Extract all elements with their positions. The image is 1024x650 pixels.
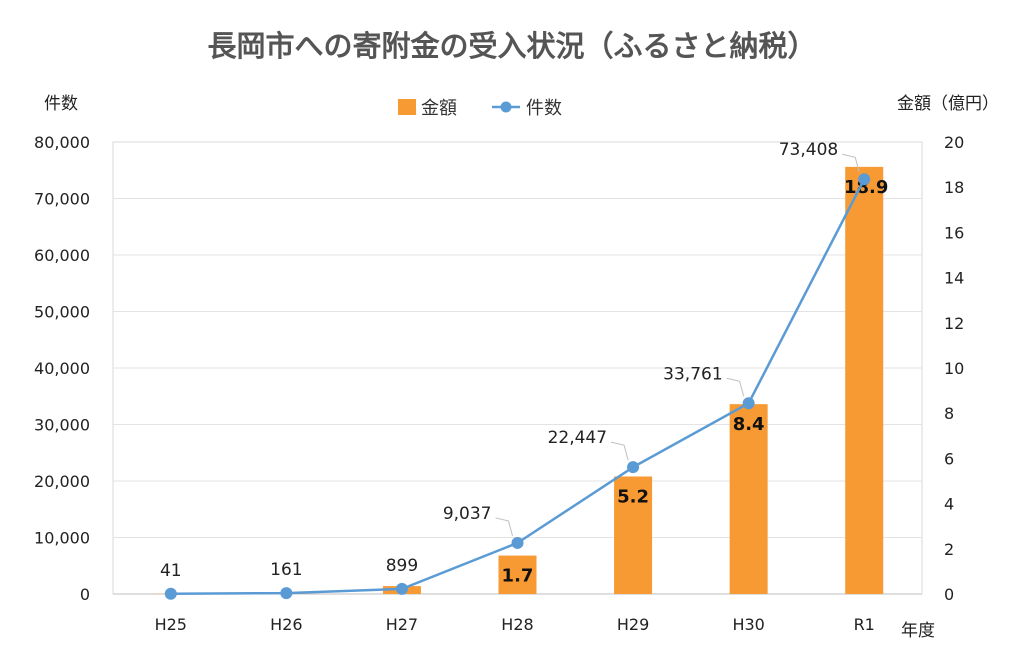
y-left-tick-label: 30,000	[34, 416, 90, 435]
line-point	[164, 587, 177, 600]
x-tick-label: R1	[854, 615, 875, 634]
y-right-tick-label: 16	[944, 223, 964, 242]
bar-value-label: 1.7	[502, 566, 534, 587]
legend-bar-swatch	[398, 99, 416, 115]
line-value-label: 73,408	[779, 140, 838, 160]
y-right-tick-label: 12	[944, 314, 964, 333]
bar-value-label: 8.4	[733, 414, 765, 435]
y-left-tick-label: 0	[80, 585, 90, 604]
y-left-tick-label: 20,000	[34, 472, 90, 491]
line-value-label: 33,761	[663, 364, 722, 384]
chart-title: 長岡市への寄附金の受入状況（ふるさと納税）	[207, 29, 816, 63]
line-value-label: 41	[160, 561, 182, 581]
line-point	[627, 461, 640, 474]
x-axis-title: 年度	[901, 621, 935, 641]
label-leader-line	[610, 441, 629, 461]
y-left-tick-label: 60,000	[34, 246, 90, 265]
legend-bar-label: 金額	[421, 98, 457, 119]
y-right-tick-label: 6	[944, 449, 954, 468]
bar-value-label: 5.2	[617, 486, 649, 507]
y-right-tick-label: 20	[944, 133, 964, 152]
label-leader-line	[495, 517, 513, 537]
line-point	[280, 587, 293, 600]
line-point	[742, 397, 755, 410]
line-point	[511, 536, 524, 549]
y-right-tick-label: 18	[944, 178, 964, 197]
x-tick-label: H25	[155, 615, 187, 634]
y-left-tick-label: 40,000	[34, 359, 90, 378]
y-left-tick-label: 80,000	[34, 133, 90, 152]
bar	[498, 555, 537, 594]
legend-line-marker	[500, 101, 512, 113]
plot-area: 0 10,000 20,000 30,000 40,000 50,000 60,000 70,…	[34, 133, 964, 634]
x-tick-label: H28	[501, 615, 533, 634]
legend: 金額 件数	[398, 98, 562, 119]
bar	[729, 404, 768, 594]
label-leader-line	[726, 377, 745, 397]
right-axis-title: 金額（億円）	[897, 94, 999, 114]
y-right-tick-label: 10	[944, 359, 964, 378]
y-right-tick-label: 0	[944, 585, 954, 604]
y-left-tick-label: 10,000	[34, 529, 90, 548]
y-right-tick-label: 8	[944, 404, 954, 423]
legend-line-label: 件数	[526, 98, 562, 119]
x-tick-label: H30	[732, 615, 764, 634]
y-right-tick-label: 4	[944, 495, 954, 514]
line-point	[395, 582, 408, 595]
y-right-tick-label: 14	[944, 269, 964, 288]
bar-value-label: 18.9	[844, 177, 888, 198]
y-left-tick-label: 50,000	[34, 303, 90, 322]
y-right-tick-label: 2	[944, 540, 954, 559]
bar	[614, 476, 653, 594]
line-value-label: 22,447	[548, 428, 607, 448]
x-tick-label: H29	[617, 615, 649, 634]
x-tick-label: H27	[386, 615, 418, 634]
left-axis-title: 件数	[44, 94, 78, 114]
line-value-label: 899	[386, 556, 418, 576]
line-value-label: 9,037	[443, 504, 492, 524]
line-value-label: 161	[270, 560, 302, 580]
label-leader-line	[842, 153, 860, 173]
y-left-tick-label: 70,000	[34, 190, 90, 209]
x-tick-label: H26	[270, 615, 302, 634]
bar	[845, 166, 884, 595]
line-point	[858, 173, 871, 186]
